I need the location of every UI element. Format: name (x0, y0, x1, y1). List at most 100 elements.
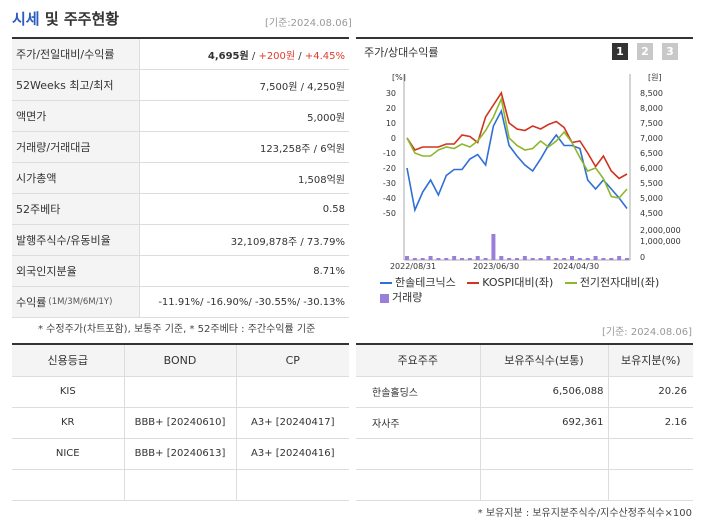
credit-rating-table: 신용등급 BOND CP KIS KR BBB+ [20240610] A3+ [2… (12, 343, 349, 501)
series-stock-line (406, 108, 628, 213)
volume-bar (570, 256, 574, 260)
row-returns: 수익률 (1M/3M/6M/1Y) -11.91%/ -16.90%/ -30.5… (12, 287, 349, 318)
volume-bar (483, 258, 488, 260)
series-sector-line (406, 96, 628, 199)
left-tick: -50 (383, 209, 396, 218)
volume-bar (577, 258, 582, 260)
left-tick: 0 (391, 134, 396, 143)
volume-bar (507, 258, 512, 260)
right-tick: 7,000 (640, 134, 663, 143)
right-tick: 7,500 (640, 119, 663, 128)
volume-bar (428, 256, 433, 260)
legend-kospi[interactable]: KOSPI대비(좌) (467, 275, 553, 290)
table-row: KR BBB+ [20240610] A3+ [20240417] (12, 407, 349, 439)
right-unit: [원] (648, 73, 662, 82)
row-52w: 52Weeks 최고/최저 7,500원 / 4,250원 (12, 70, 349, 101)
volume-bar (412, 258, 417, 260)
major-shareholders-table: 주요주주 보유주식수(보통) 보유지분(%) 한솔홀딩스 6,506,088 20.… (356, 343, 693, 501)
volume-bar (515, 258, 519, 260)
x-tick: 2024/04/30 (553, 262, 599, 271)
table-row (356, 469, 693, 501)
left-tick: 10 (386, 119, 396, 128)
table-row (12, 469, 349, 501)
volume-bar (554, 258, 559, 260)
volume-bar (475, 256, 480, 260)
left-unit: [%] (392, 73, 406, 82)
volume-bar (601, 258, 606, 260)
chart-page-1-button[interactable]: 1 (612, 43, 628, 60)
right-tick: 8,000 (640, 104, 663, 113)
right-tick: 6,000 (640, 164, 663, 173)
left-tick: -20 (383, 164, 396, 173)
volume-bar (452, 256, 457, 260)
volume-bar (522, 256, 527, 260)
volume-bar (460, 258, 464, 260)
legend-stock[interactable]: 한솔테크닉스 (380, 275, 456, 290)
table-row (356, 438, 693, 470)
col-shares: 보유주식수(보통) (480, 344, 609, 377)
row-foreign: 외국인지분율 8.71% (12, 256, 349, 287)
volume-bar (609, 258, 614, 260)
left-tick: -10 (383, 149, 396, 158)
table-row: KIS (12, 376, 349, 408)
section-title: 시세 및 주주현황 (12, 10, 120, 28)
volume-bar (530, 258, 535, 260)
basis-date: [기준:2024.08.06] (265, 18, 352, 29)
left-tick: -40 (383, 194, 396, 203)
chart-legend: 한솔테크닉스 KOSPI대비(좌) 전기전자대비(좌) 거래량 (380, 275, 690, 305)
legend-volume[interactable]: 거래량 (380, 290, 422, 305)
right-tick: 5,000 (640, 194, 663, 203)
row-volume: 거래량/거래대금 123,258주 / 6억원 (12, 132, 349, 163)
volume-tick: 0 (640, 253, 645, 262)
volume-tick: 2,000,000 (640, 226, 681, 235)
col-cp: CP (236, 344, 349, 377)
chart-page-2-button[interactable]: 2 (637, 43, 653, 60)
volume-bar (562, 258, 567, 260)
table-row: NICE BBB+ [20240613] A3+ [20240416] (12, 438, 349, 470)
volume-bar (491, 234, 496, 260)
footnote-market: * 수정주가(차트포함), 보통주 기준, * 52주베타 : 주간수익률 기준 (38, 324, 316, 335)
right-tick: 5,500 (640, 179, 663, 188)
x-tick: 2022/08/31 (390, 262, 436, 271)
volume-bar (405, 256, 409, 260)
chart-title: 주가/상대수익률 (364, 46, 439, 59)
series-kospi-line (406, 91, 628, 180)
right-tick: 4,500 (640, 209, 663, 218)
market-info-table: 주가/전일대비/수익률 4,695원 / +200원 / +4.45% 52We… (12, 37, 349, 318)
table-row: 자사주 692,361 2.16 (356, 407, 693, 439)
footnote-holders: * 보유지분 : 보유지분주식수/지수산정주식수×100 (477, 508, 692, 519)
volume-bar (444, 258, 449, 260)
right-tick: 6,500 (640, 149, 663, 158)
volume-bar (538, 258, 543, 260)
volume-bar (617, 256, 622, 260)
table-row: 한솔홀딩스 6,506,088 20.26 (356, 376, 693, 408)
right-tick: 8,500 (640, 89, 663, 98)
left-tick: 20 (386, 104, 396, 113)
volume-bar (546, 256, 551, 260)
volume-bar (467, 258, 472, 260)
volume-bar (499, 256, 504, 260)
col-bond: BOND (124, 344, 237, 377)
col-rating: 신용등급 (12, 344, 125, 377)
left-tick: 30 (386, 89, 396, 98)
volume-tick: 1,000,000 (640, 237, 681, 246)
volume-bar (436, 258, 441, 260)
row-mktcap: 시가총액 1,508억원 (12, 163, 349, 194)
volume-bar (625, 258, 629, 260)
x-tick: 2023/06/30 (473, 262, 519, 271)
row-price: 주가/전일대비/수익률 4,695원 / +200원 / +4.45% (12, 39, 349, 70)
row-par: 액면가 5,000원 (12, 101, 349, 132)
volume-bar (593, 256, 598, 260)
row-beta: 52주베타 0.58 (12, 194, 349, 225)
legend-sector[interactable]: 전기전자대비(좌) (564, 275, 659, 290)
price-chart: [%] [원] 30 8,500 20 8,000 10 7,500 0 7,000 -10 6,50… (383, 73, 681, 271)
chart-page-3-button[interactable]: 3 (662, 43, 678, 60)
left-tick: -30 (383, 179, 396, 188)
row-shares: 발행주식수/유동비율 32,109,878주 / 73.79% (12, 225, 349, 256)
volume-bar (585, 258, 590, 260)
basis-date-2: [기준: 2024.08.06] (601, 327, 692, 338)
col-ratio: 보유지분(%) (608, 344, 693, 377)
col-holder: 주요주주 (356, 344, 481, 377)
chart-panel (356, 37, 693, 317)
volume-bar (420, 258, 425, 260)
